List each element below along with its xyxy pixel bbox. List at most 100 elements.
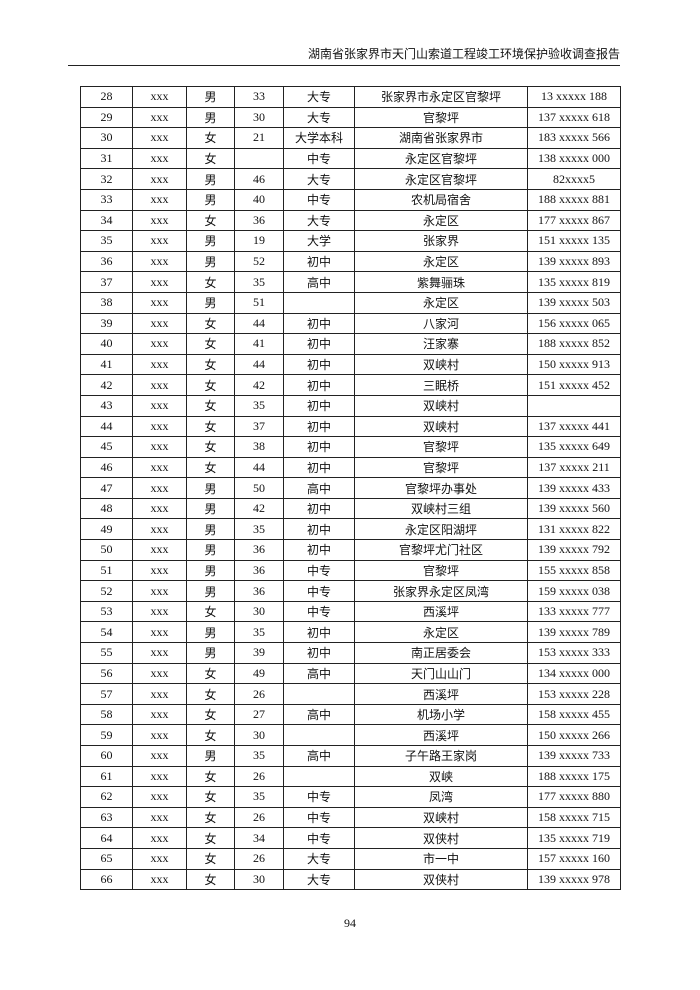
table-cell: 汪家寨 (354, 333, 528, 355)
table-cell: 42 (234, 374, 284, 396)
table-cell: 高中 (283, 662, 355, 685)
table-cell: 44 (234, 312, 284, 335)
table-row: 43 xxx 女 35 初中 双峡村 (80, 394, 621, 417)
table-cell: 177 xxxxx 867 (527, 209, 621, 232)
table-cell: 135 xxxxx 819 (527, 271, 621, 293)
table-cell: 31 (80, 147, 133, 170)
table-cell: 初中 (283, 518, 355, 541)
table-row: 63 xxx 女 26 中专 双峡村 158 xxxxx 715 (80, 806, 621, 829)
table-cell: 27 (234, 703, 284, 726)
table-cell: 65 (80, 847, 133, 870)
table-cell: xxx (132, 868, 187, 891)
table-row: 34 xxx 女 36 大专 永定区 177 xxxxx 867 (80, 209, 621, 232)
table-cell: 139 xxxxx 978 (527, 868, 621, 891)
table-cell: 42 (80, 374, 133, 396)
table-cell: 150 xxxxx 913 (527, 353, 621, 376)
table-cell: xxx (132, 333, 187, 355)
table-cell: 双峡村 (354, 353, 528, 376)
table-cell: 48 (80, 497, 133, 520)
table-cell: 35 (234, 271, 284, 293)
table-cell: 中专 (283, 559, 355, 582)
table-cell: 官黎坪 (354, 559, 528, 582)
table-cell: xxx (132, 806, 187, 829)
table-cell: 双峡村 (354, 806, 528, 829)
table-cell: 51 (80, 559, 133, 582)
table-row: 65 xxx 女 26 大专 市一中 157 xxxxx 160 (80, 847, 621, 870)
table-cell: 139 xxxxx 792 (527, 539, 621, 561)
table-cell: 36 (234, 559, 284, 582)
table-row: 28 xxx 男 33 大专 张家界市永定区官黎坪 13 xxxxx 188 (80, 86, 621, 108)
table-cell: 63 (80, 806, 133, 829)
table-cell: 153 xxxxx 333 (527, 642, 621, 664)
table-row: 60 xxx 男 35 高中 子午路王家岗 139 xxxxx 733 (80, 745, 621, 767)
table-cell: 八家河 (354, 312, 528, 335)
table-row: 36 xxx 男 52 初中 永定区 139 xxxxx 893 (80, 250, 621, 273)
table-cell: 47 (80, 477, 133, 499)
table-cell: 机场小学 (354, 703, 528, 726)
table-row: 66 xxx 女 30 大专 双侠村 139 xxxxx 978 (80, 868, 621, 891)
table-cell: 137 xxxxx 441 (527, 415, 621, 438)
table-cell: xxx (132, 147, 187, 170)
table-cell: 50 (80, 539, 133, 561)
table-cell: xxx (132, 127, 187, 149)
table-cell (283, 765, 355, 788)
table: 28 xxx 男 33 大专 张家界市永定区官黎坪 13 xxxxx 188 29 xxx 男 30… (80, 86, 621, 891)
table-cell: 女 (186, 683, 235, 705)
table-cell: xxx (132, 765, 187, 788)
table-cell: 女 (186, 436, 235, 458)
table-cell: 153 xxxxx 228 (527, 683, 621, 705)
table-row: 39 xxx 女 44 初中 八家河 156 xxxxx 065 (80, 312, 621, 335)
table-cell: 女 (186, 147, 235, 170)
table-cell: 157 xxxxx 160 (527, 847, 621, 870)
table-cell: 159 xxxxx 038 (527, 580, 621, 602)
table-cell: 初中 (283, 333, 355, 355)
table-cell: 张家界永定区凤湾 (354, 580, 528, 602)
table-cell (527, 394, 621, 417)
table-cell: xxx (132, 86, 187, 108)
table-cell: 高中 (283, 477, 355, 499)
table-cell: 45 (80, 436, 133, 458)
table-cell: xxx (132, 312, 187, 335)
table-cell: 男 (186, 518, 235, 541)
table-cell: 官黎坪办事处 (354, 477, 528, 499)
table-cell: xxx (132, 436, 187, 458)
table-cell: 30 (234, 600, 284, 623)
table-cell: 中专 (283, 827, 355, 849)
table-cell: 60 (80, 745, 133, 767)
table-cell (283, 724, 355, 746)
table-cell: 男 (186, 580, 235, 602)
table-row: 48 xxx 男 42 初中 双峡村三组 139 xxxxx 560 (80, 497, 621, 520)
table-cell: xxx (132, 642, 187, 664)
table-row: 62 xxx 女 35 中专 凤湾 177 xxxxx 880 (80, 786, 621, 808)
table-cell: 46 (234, 168, 284, 190)
table-cell: 30 (80, 127, 133, 149)
header-title: 湖南省张家界市天门山索道工程竣工环境保护验收调查报告 (68, 44, 620, 66)
table-cell: 57 (80, 683, 133, 705)
table-row: 61 xxx 女 26 双峡 188 xxxxx 175 (80, 765, 621, 788)
table-row: 45 xxx 女 38 初中 官黎坪 135 xxxxx 649 (80, 436, 621, 458)
table-cell: 永定区 (354, 291, 528, 314)
table-cell: xxx (132, 209, 187, 232)
table-cell: 永定区 (354, 209, 528, 232)
table-cell: xxx (132, 250, 187, 273)
table-cell: 13 xxxxx 188 (527, 86, 621, 108)
table-cell: xxx (132, 374, 187, 396)
table-cell: 40 (234, 188, 284, 211)
table-cell: 初中 (283, 456, 355, 479)
table-cell: 36 (234, 209, 284, 232)
table-cell: 女 (186, 703, 235, 726)
table-cell: 初中 (283, 621, 355, 644)
table-cell: xxx (132, 415, 187, 438)
table-cell: 大学本科 (283, 127, 355, 149)
table-cell: 39 (80, 312, 133, 335)
table-cell: 35 (234, 394, 284, 417)
table-cell: 19 (234, 230, 284, 252)
table-cell: 139 xxxxx 560 (527, 497, 621, 520)
table-row: 30 xxx 女 21 大学本科 湖南省张家界市 183 xxxxx 566 (80, 127, 621, 149)
table-cell: xxx (132, 394, 187, 417)
table-cell: 43 (80, 394, 133, 417)
table-cell: 男 (186, 539, 235, 561)
table-cell: 46 (80, 456, 133, 479)
table-row: 50 xxx 男 36 初中 官黎坪尤门社区 139 xxxxx 792 (80, 539, 621, 561)
table-cell: 男 (186, 168, 235, 190)
